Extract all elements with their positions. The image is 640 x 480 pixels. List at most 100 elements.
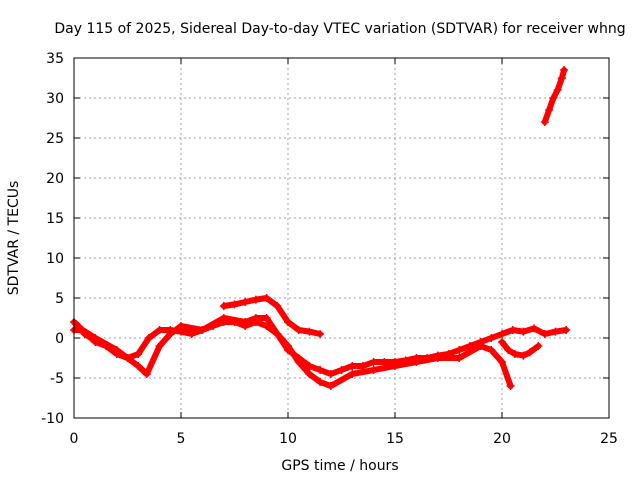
x-tick-label: 15 <box>386 431 404 447</box>
y-axis-label: SDTVAR / TECUs <box>6 181 22 296</box>
y-tick-label: 0 <box>55 331 64 347</box>
data-point <box>540 330 549 338</box>
x-tick-label: 5 <box>177 431 186 447</box>
data-point <box>294 326 303 334</box>
x-tick-label: 25 <box>600 431 618 447</box>
y-tick-label: 35 <box>46 51 64 67</box>
data-point <box>504 346 513 354</box>
data-point <box>391 362 399 370</box>
data-point <box>476 342 485 350</box>
data-point <box>358 362 367 370</box>
data-point <box>305 362 314 370</box>
data-point <box>112 346 121 354</box>
data-point <box>348 370 357 378</box>
data-point <box>506 382 515 390</box>
data-point <box>519 327 528 336</box>
data-point <box>134 362 143 370</box>
y-tick-label: 30 <box>46 91 64 107</box>
data-point <box>316 366 325 374</box>
y-tick-label: 15 <box>46 211 64 227</box>
y-tick-label: 20 <box>46 171 64 187</box>
data-point <box>155 342 164 350</box>
x-tick-label: 20 <box>493 431 511 447</box>
data-point <box>230 300 239 309</box>
data-point <box>498 358 506 366</box>
data-point <box>241 298 250 306</box>
chart-title: Day 115 of 2025, Sidereal Day-to-day VTE… <box>54 21 625 37</box>
data-point <box>91 334 100 342</box>
data-point <box>433 354 442 362</box>
y-tick-label: -5 <box>50 371 64 387</box>
data-point <box>519 351 528 360</box>
plot-frame <box>73 57 610 419</box>
plot-area <box>70 66 571 390</box>
y-tick-label: -10 <box>41 411 64 427</box>
data-point <box>134 350 143 358</box>
data-point <box>540 118 549 126</box>
data-point <box>142 370 151 378</box>
data-point <box>273 302 282 310</box>
data-point <box>510 350 519 358</box>
data-point <box>562 326 571 334</box>
data-point <box>545 106 554 114</box>
x-axis-label: GPS time / hours <box>281 458 398 474</box>
series-track-e <box>540 66 569 126</box>
data-point <box>487 346 496 354</box>
y-tick-label: 25 <box>46 131 64 147</box>
data-point <box>525 348 534 357</box>
data-point <box>187 330 196 338</box>
grid-lines <box>74 58 609 418</box>
data-point <box>530 324 539 333</box>
x-tick-label: 10 <box>279 431 297 447</box>
data-point <box>273 330 282 338</box>
data-point <box>305 327 314 336</box>
data-point <box>348 362 357 370</box>
series-line <box>220 295 324 337</box>
data-point <box>534 342 543 350</box>
data-point <box>155 326 164 334</box>
data-point <box>508 326 517 334</box>
data-point <box>498 330 506 338</box>
data-point <box>78 326 87 334</box>
series-line <box>499 339 542 359</box>
data-point <box>284 318 292 326</box>
series-track-c <box>219 294 325 338</box>
data-point <box>337 366 346 374</box>
data-point <box>219 302 228 310</box>
data-point <box>219 314 228 322</box>
data-point <box>551 327 560 336</box>
data-point <box>316 330 325 338</box>
data-point <box>560 66 569 74</box>
data-point <box>316 378 325 386</box>
y-tick-label: 5 <box>55 291 64 307</box>
data-point <box>369 366 378 374</box>
data-point <box>557 74 566 82</box>
data-point <box>369 358 378 366</box>
data-point <box>455 346 464 354</box>
data-point <box>326 382 335 390</box>
data-point <box>326 370 335 378</box>
data-point <box>284 342 292 350</box>
data-point <box>198 326 207 334</box>
data-point <box>487 334 496 342</box>
data-point <box>549 94 558 102</box>
data-point <box>498 338 506 346</box>
data-point <box>380 358 389 366</box>
data-point <box>251 314 260 322</box>
data-point <box>177 322 185 330</box>
y-tick-label: 10 <box>46 251 64 267</box>
data-point <box>144 334 153 342</box>
data-point <box>305 370 314 378</box>
series-track-d <box>498 338 543 360</box>
data-point <box>294 358 303 366</box>
data-point <box>412 358 421 366</box>
x-tick-label: 0 <box>70 431 79 447</box>
data-point <box>241 318 250 326</box>
data-point <box>166 330 175 338</box>
data-point <box>553 86 562 94</box>
data-point <box>262 294 271 302</box>
data-point <box>251 295 260 304</box>
data-point <box>455 354 464 362</box>
data-point <box>262 314 271 322</box>
